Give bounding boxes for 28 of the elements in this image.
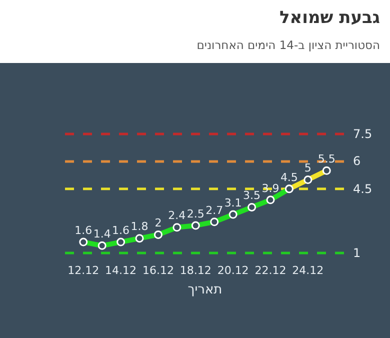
data-label: 5 <box>304 162 312 175</box>
x-tick-label: 20.12 <box>217 264 249 277</box>
chart-subtitle: הסטוריית הציון ב-14 הימים האחרונים <box>196 38 380 52</box>
ref-line-label: 6 <box>353 154 361 168</box>
x-tick-label: 18.12 <box>180 264 212 277</box>
chart-title: גבעת שמואל <box>279 7 380 28</box>
data-label: 2.5 <box>186 207 204 220</box>
ref-line-label: 7.5 <box>353 127 372 141</box>
data-label: 3.9 <box>262 182 280 195</box>
x-tick-label: 22.12 <box>254 264 286 277</box>
data-label: 3.1 <box>224 196 242 210</box>
x-axis-title: תאריך <box>188 282 222 298</box>
x-tick-label: 16.12 <box>142 264 174 277</box>
data-label: 1.8 <box>130 220 148 234</box>
data-label: 2 <box>154 216 162 230</box>
ref-line-label: 1 <box>353 246 361 260</box>
data-label: 1.6 <box>74 224 92 237</box>
data-label: 3.5 <box>243 189 261 202</box>
data-label: 4.5 <box>280 170 298 184</box>
x-tick-label: 24.12 <box>292 264 324 277</box>
data-label: 2.4 <box>168 209 186 222</box>
data-label: 5.5 <box>318 152 336 166</box>
data-label: 1.6 <box>112 224 130 237</box>
x-tick-label: 12.12 <box>68 264 100 277</box>
ref-line-label: 4.5 <box>353 182 372 196</box>
data-label: 2.7 <box>206 204 224 217</box>
data-label: 1.4 <box>93 228 111 241</box>
x-tick-label: 14.12 <box>105 264 137 277</box>
